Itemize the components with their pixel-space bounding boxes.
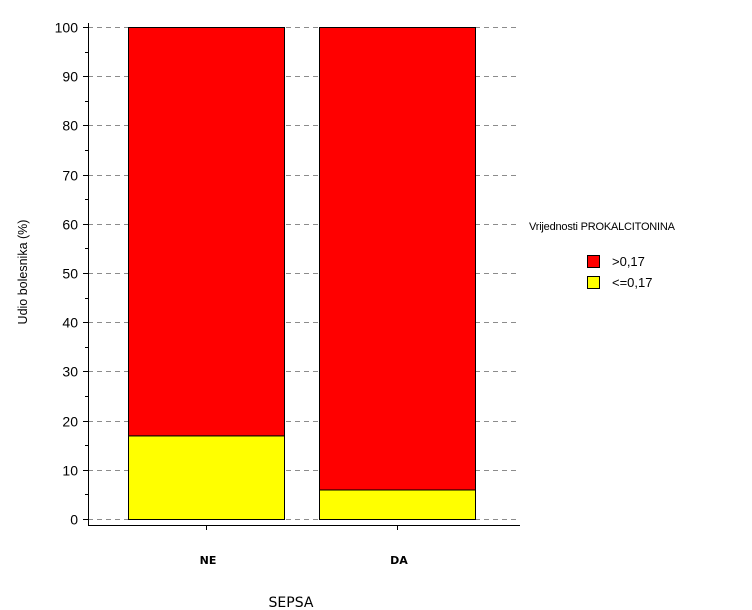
x-tick-label: DA [390,554,408,567]
legend-label: <=0,17 [612,275,653,290]
y-axis-title: Udio bolesnika (%) [16,220,30,325]
y-tick-label: 30 [62,364,78,380]
x-axis-title: SEPSA [269,595,314,610]
bars [128,27,476,521]
x-tick-label: NE [200,554,217,567]
axes [83,23,520,530]
x-tick-labels: NE DA [200,554,409,567]
y-tick-label: 0 [70,512,78,528]
bar-segment-ne-above [128,27,285,437]
y-tick-labels: 0 10 20 30 40 50 60 70 80 90 100 [55,20,79,528]
bar-segment-da-below [319,489,476,521]
legend: Vrijednosti PROKALCITONINA >0,17 <=0,17 [529,221,676,290]
legend-items: >0,17 <=0,17 [587,254,653,290]
y-tick-label: 100 [55,20,79,36]
y-tick-label: 40 [62,315,78,331]
legend-swatch [587,255,600,268]
y-tick-label: 20 [62,414,78,430]
bar-segment-da-above [319,27,476,491]
y-tick-label: 10 [62,463,78,479]
y-tick-label: 70 [62,168,78,184]
y-tick-label: 50 [62,266,78,282]
y-tick-label: 80 [62,118,78,134]
y-tick-label: 60 [62,217,78,233]
legend-swatch [587,276,600,289]
legend-title: Vrijednosti PROKALCITONINA [529,221,676,233]
legend-label: >0,17 [612,254,645,269]
bar-segment-ne-below [128,435,285,520]
y-tick-label: 90 [62,69,78,85]
